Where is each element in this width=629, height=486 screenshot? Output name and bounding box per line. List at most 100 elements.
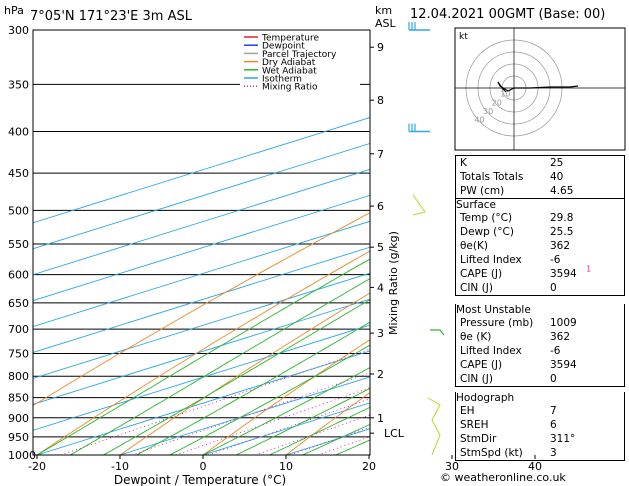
surface-table: Surface Temp (°C) 29.8 Dewp (°C) 25.5 θe(K) 36… <box>455 199 625 296</box>
dry-adiabat-line <box>119 292 370 455</box>
row-value: 29.8 <box>550 212 574 224</box>
footer-copyright: © weatheronline.co.uk <box>440 471 566 484</box>
km-tick-label: LCL <box>384 427 405 440</box>
row-value: 0 <box>550 373 557 385</box>
dry-adiabat-line <box>285 391 370 455</box>
hodograph-unit: kt <box>459 32 468 42</box>
row-label: θe(K) <box>460 240 488 252</box>
isotherm-line <box>33 142 370 250</box>
row-label: CIN (J) <box>460 282 493 294</box>
isotherm-line <box>33 194 370 302</box>
row-value: 3594 <box>550 359 577 371</box>
wet-adiabat-line <box>103 299 370 455</box>
km-tick-label: 3 <box>377 327 384 340</box>
hodograph-ring-label: 10 <box>500 90 510 99</box>
wind-barb <box>430 329 445 336</box>
row-value: 6 <box>550 419 557 431</box>
temperature-tick-label: -20 <box>28 460 46 473</box>
station-location: 7°05'N 171°23'E 3m ASL <box>30 9 193 24</box>
row-label: PW (cm) <box>460 185 505 197</box>
row-label: CAPE (J) <box>460 359 503 371</box>
pressure-tick-label: 600 <box>8 269 29 282</box>
mixing-ratio-label: 1 <box>586 265 591 274</box>
pressure-tick-label: 650 <box>8 297 29 310</box>
km-tick-label: 4 <box>377 281 384 294</box>
km-tick-label: 7 <box>377 148 384 161</box>
table-row: CIN (J) 0 <box>456 281 624 295</box>
wet-adiabat-line <box>169 344 370 455</box>
temperature-tick-label: 10 <box>279 460 293 473</box>
legend-entry: Dewpoint <box>262 42 305 52</box>
isotherm-line <box>33 168 370 276</box>
row-label: K <box>460 157 467 169</box>
row-label: Temp (°C) <box>460 212 513 224</box>
wind-barb <box>412 194 426 216</box>
row-value: 362 <box>550 331 571 343</box>
pressure-tick-label: 550 <box>8 238 29 251</box>
indices-table: K 25 Totals Totals 40 PW (cm) 4.65 <box>455 155 625 199</box>
row-label: Totals Totals <box>460 171 524 183</box>
row-label: SREH <box>460 419 489 431</box>
pressure-tick-label: 800 <box>8 370 29 383</box>
isotherm-line <box>119 376 370 455</box>
wet-adiabat-line <box>202 367 370 455</box>
wet-adiabat-line <box>36 258 370 455</box>
table-row: SREH 6 <box>456 418 624 432</box>
dry-adiabat-line <box>33 212 370 407</box>
pressure-unit-label: hPa <box>4 4 24 17</box>
row-label: EH <box>460 405 475 417</box>
km-tick-label: 8 <box>377 94 384 107</box>
pressure-tick-label: 950 <box>8 431 29 444</box>
table-row: θe(K) 362 <box>456 239 624 253</box>
row-value: 3594 <box>550 268 577 280</box>
hodograph-trace <box>497 81 515 93</box>
legend-background <box>240 31 360 91</box>
km-tick-label: 2 <box>377 368 384 381</box>
temperature-tick-label: 30 <box>445 460 459 473</box>
wet-adiabat-line <box>136 321 370 455</box>
temperature-tick-label: 40 <box>528 460 542 473</box>
pressure-tick-label: 900 <box>8 412 29 425</box>
row-label: Lifted Index <box>460 254 522 266</box>
table-row: StmSpd (kt) 3 <box>456 446 624 460</box>
km-tick-label: 9 <box>377 41 384 54</box>
table-row: Dewp (°C) 25.5 <box>456 225 624 239</box>
row-label: Lifted Index <box>460 345 522 357</box>
table-section-title: Surface <box>456 199 497 211</box>
legend-entry: Wet Adiabat <box>262 66 317 76</box>
hodograph-trace <box>514 85 579 89</box>
mixing-ratio-axis-label: Mixing Ratio (g/kg) <box>387 231 400 335</box>
row-value: 0 <box>550 282 557 294</box>
legend-entry: Temperature <box>261 34 319 44</box>
table-row: Lifted Index -6 <box>456 253 624 267</box>
row-value: 25 <box>550 157 564 169</box>
table-row: CAPE (J) 3594 <box>456 267 624 281</box>
forecast-datetime: 12.04.2021 00GMT (Base: 00) <box>410 7 606 22</box>
table-row: StmDir 311° <box>456 432 624 446</box>
hodograph-table: Hodograph EH 7 SREH 6 StmDir 311° StmSpd (kt) 3 <box>455 392 625 461</box>
pressure-tick-label: 400 <box>8 126 29 139</box>
km-tick-label: 6 <box>377 200 384 213</box>
pressure-tick-label: 300 <box>8 24 29 37</box>
legend-entry: Dry Adiabat <box>262 58 316 68</box>
dry-adiabat-line <box>202 339 370 455</box>
isotherm-line <box>33 298 370 405</box>
asl-label: ASL <box>375 17 397 30</box>
table-row: K 25 <box>456 156 624 170</box>
table-row: CAPE (J) 3594 <box>456 358 624 372</box>
legend-entry: Isotherm <box>262 75 302 85</box>
row-label: Pressure (mb) <box>460 317 534 329</box>
km-unit-label: km <box>375 4 392 17</box>
table-row: EH 7 <box>456 404 624 418</box>
pressure-tick-label: 350 <box>8 78 29 91</box>
row-value: 311° <box>550 433 576 445</box>
row-value: -6 <box>550 254 561 266</box>
temperature-tick-label: 0 <box>200 460 207 473</box>
row-value: 25.5 <box>550 226 574 238</box>
row-value: 40 <box>550 171 564 183</box>
row-label: θe (K) <box>460 331 492 343</box>
table-row: CIN (J) 0 <box>456 372 624 386</box>
table-row: Temp (°C) 29.8 <box>456 211 624 225</box>
hodograph-ring-label: 40 <box>474 116 484 125</box>
